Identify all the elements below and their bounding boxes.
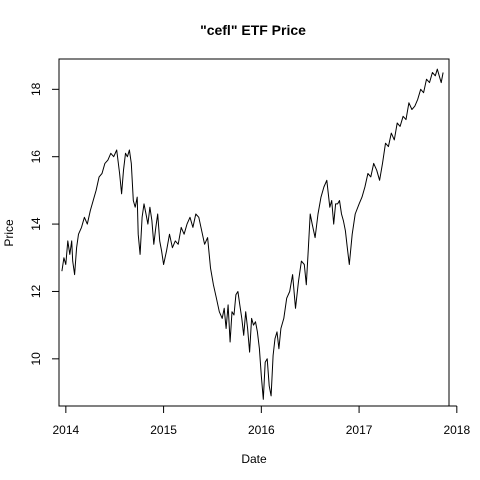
y-axis: 10 12 14 16 18 bbox=[29, 82, 60, 366]
x-tick-label-2016: 2016 bbox=[248, 423, 275, 437]
x-axis: 2014 2015 2016 2017 2018 bbox=[52, 405, 470, 437]
plot-frame bbox=[58, 58, 450, 407]
chart-title: "cefl" ETF Price bbox=[200, 22, 306, 38]
x-tick-label-2015: 2015 bbox=[150, 423, 177, 437]
x-tick-label-2014: 2014 bbox=[52, 423, 79, 437]
y-tick-label-10: 10 bbox=[29, 352, 43, 366]
x-tick-label-2018: 2018 bbox=[443, 423, 470, 437]
y-tick-label-16: 16 bbox=[29, 150, 43, 164]
x-tick-label-2017: 2017 bbox=[346, 423, 373, 437]
y-axis-label: Price bbox=[2, 219, 16, 247]
x-axis-label: Date bbox=[241, 452, 267, 466]
y-tick-label-18: 18 bbox=[29, 82, 43, 96]
series-line-cefl bbox=[61, 68, 444, 400]
y-tick-label-12: 12 bbox=[29, 284, 43, 298]
y-tick-label-14: 14 bbox=[29, 217, 43, 231]
